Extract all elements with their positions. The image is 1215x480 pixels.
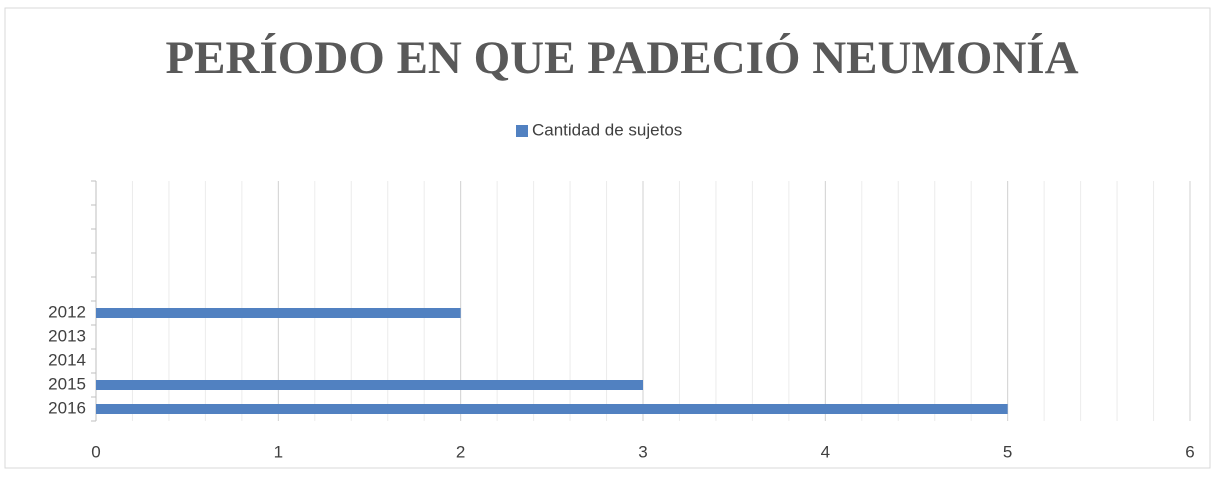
y-tick-label: 2013 xyxy=(48,326,86,345)
x-tick-label: 2 xyxy=(456,442,465,461)
bar xyxy=(96,404,1008,414)
legend-swatch xyxy=(516,125,528,137)
x-tick-label: 1 xyxy=(274,442,283,461)
chart-title: PERÍODO EN QUE PADECIÓ NEUMONÍA xyxy=(165,32,1078,84)
y-tick-label: 2015 xyxy=(48,374,86,393)
x-tick-label: 0 xyxy=(91,442,100,461)
x-tick-label: 3 xyxy=(638,442,647,461)
y-tick-label: 2012 xyxy=(48,302,86,321)
x-tick-label: 5 xyxy=(1003,442,1012,461)
legend: Cantidad de sujetos xyxy=(516,120,682,139)
x-tick-label: 4 xyxy=(821,442,830,461)
bar xyxy=(96,380,643,390)
legend-label: Cantidad de sujetos xyxy=(532,120,682,139)
y-tick-label: 2014 xyxy=(48,350,86,369)
x-tick-label: 6 xyxy=(1185,442,1194,461)
bar xyxy=(96,308,461,318)
y-tick-label: 2016 xyxy=(48,398,86,417)
